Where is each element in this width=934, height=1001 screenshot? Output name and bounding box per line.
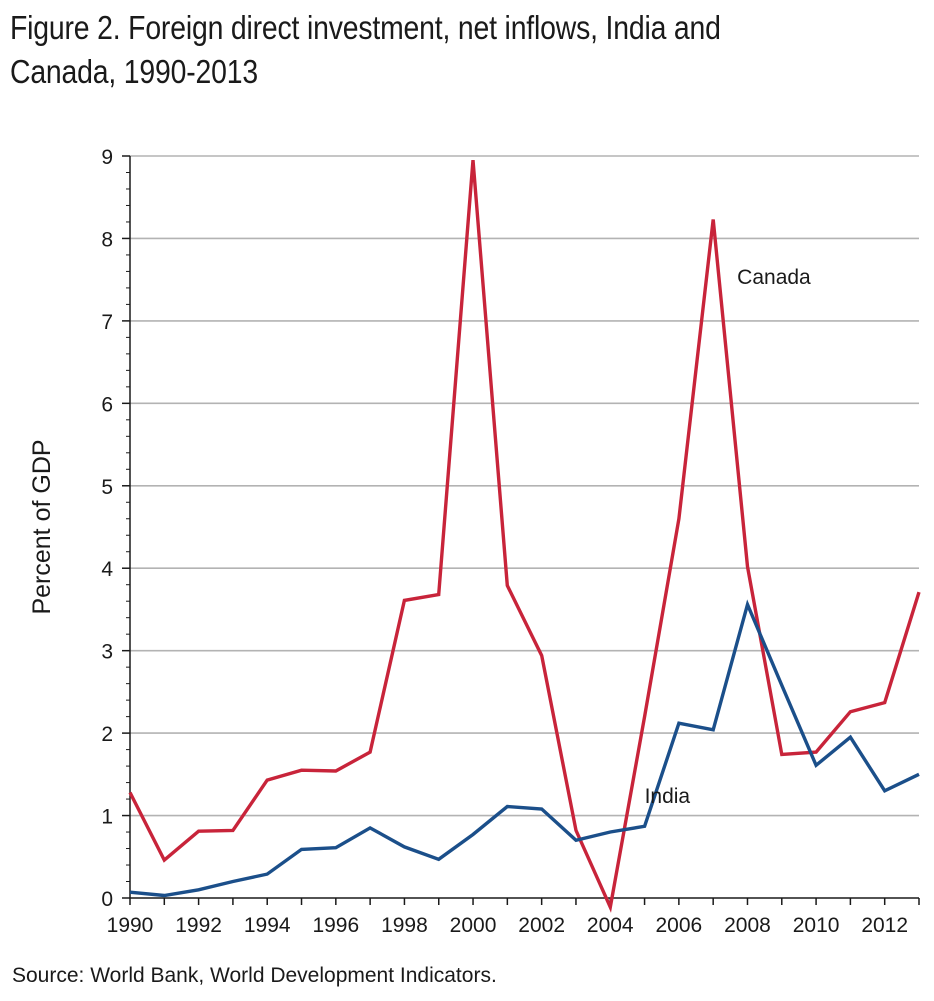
series-label-india: India: [645, 785, 691, 808]
series-line-canada: [128, 159, 921, 913]
x-tick-label: 2002: [518, 914, 565, 937]
x-tick-label: 1994: [244, 914, 291, 937]
x-tick-label: 2000: [450, 914, 497, 937]
x-tick-label: 2012: [861, 914, 908, 937]
y-tick-label: 5: [101, 476, 113, 499]
x-axis-ticks: 1990 1992 1994 1996 1998 2000 2002 2004 2006 2008…: [107, 898, 920, 937]
y-tick-label: 7: [101, 311, 113, 334]
y-tick-label: 1: [101, 806, 113, 829]
line-chart: 0 1 2 3 4 5 6 7 8 9 1990 1992 1994 1996 1998 2000 2002 2…: [28, 146, 921, 937]
y-tick-label: 6: [101, 393, 113, 416]
source-note: Source: World Bank, World Development In…: [12, 964, 497, 987]
x-tick-label: 1996: [312, 914, 359, 937]
y-tick-label: 3: [101, 641, 113, 664]
chart-title: Figure 2. Foreign direct investment, net…: [10, 9, 721, 90]
x-tick-label: 2008: [724, 914, 771, 937]
series-labels: Canada India: [645, 266, 812, 808]
axes: [129, 156, 919, 899]
y-axis-label: Percent of GDP: [28, 439, 56, 614]
y-tick-label: 8: [101, 228, 113, 251]
series-label-canada: Canada: [737, 266, 811, 289]
x-tick-label: 2006: [656, 914, 703, 937]
x-tick-label: 1998: [381, 914, 428, 937]
x-tick-label: 1992: [175, 914, 222, 937]
y-axis-ticks: 0 1 2 3 4 5 6 7 8 9: [101, 146, 130, 911]
x-tick-label: 1990: [107, 914, 154, 937]
y-tick-label: 4: [101, 558, 113, 581]
y-tick-label: 2: [101, 723, 113, 746]
y-tick-label: 9: [101, 146, 113, 169]
series-lines: [128, 159, 921, 913]
x-tick-label: 2004: [587, 914, 634, 937]
x-tick-label: 2010: [793, 914, 840, 937]
y-tick-label: 0: [101, 888, 113, 911]
gridlines: [130, 155, 919, 817]
series-line-india: [129, 599, 920, 898]
